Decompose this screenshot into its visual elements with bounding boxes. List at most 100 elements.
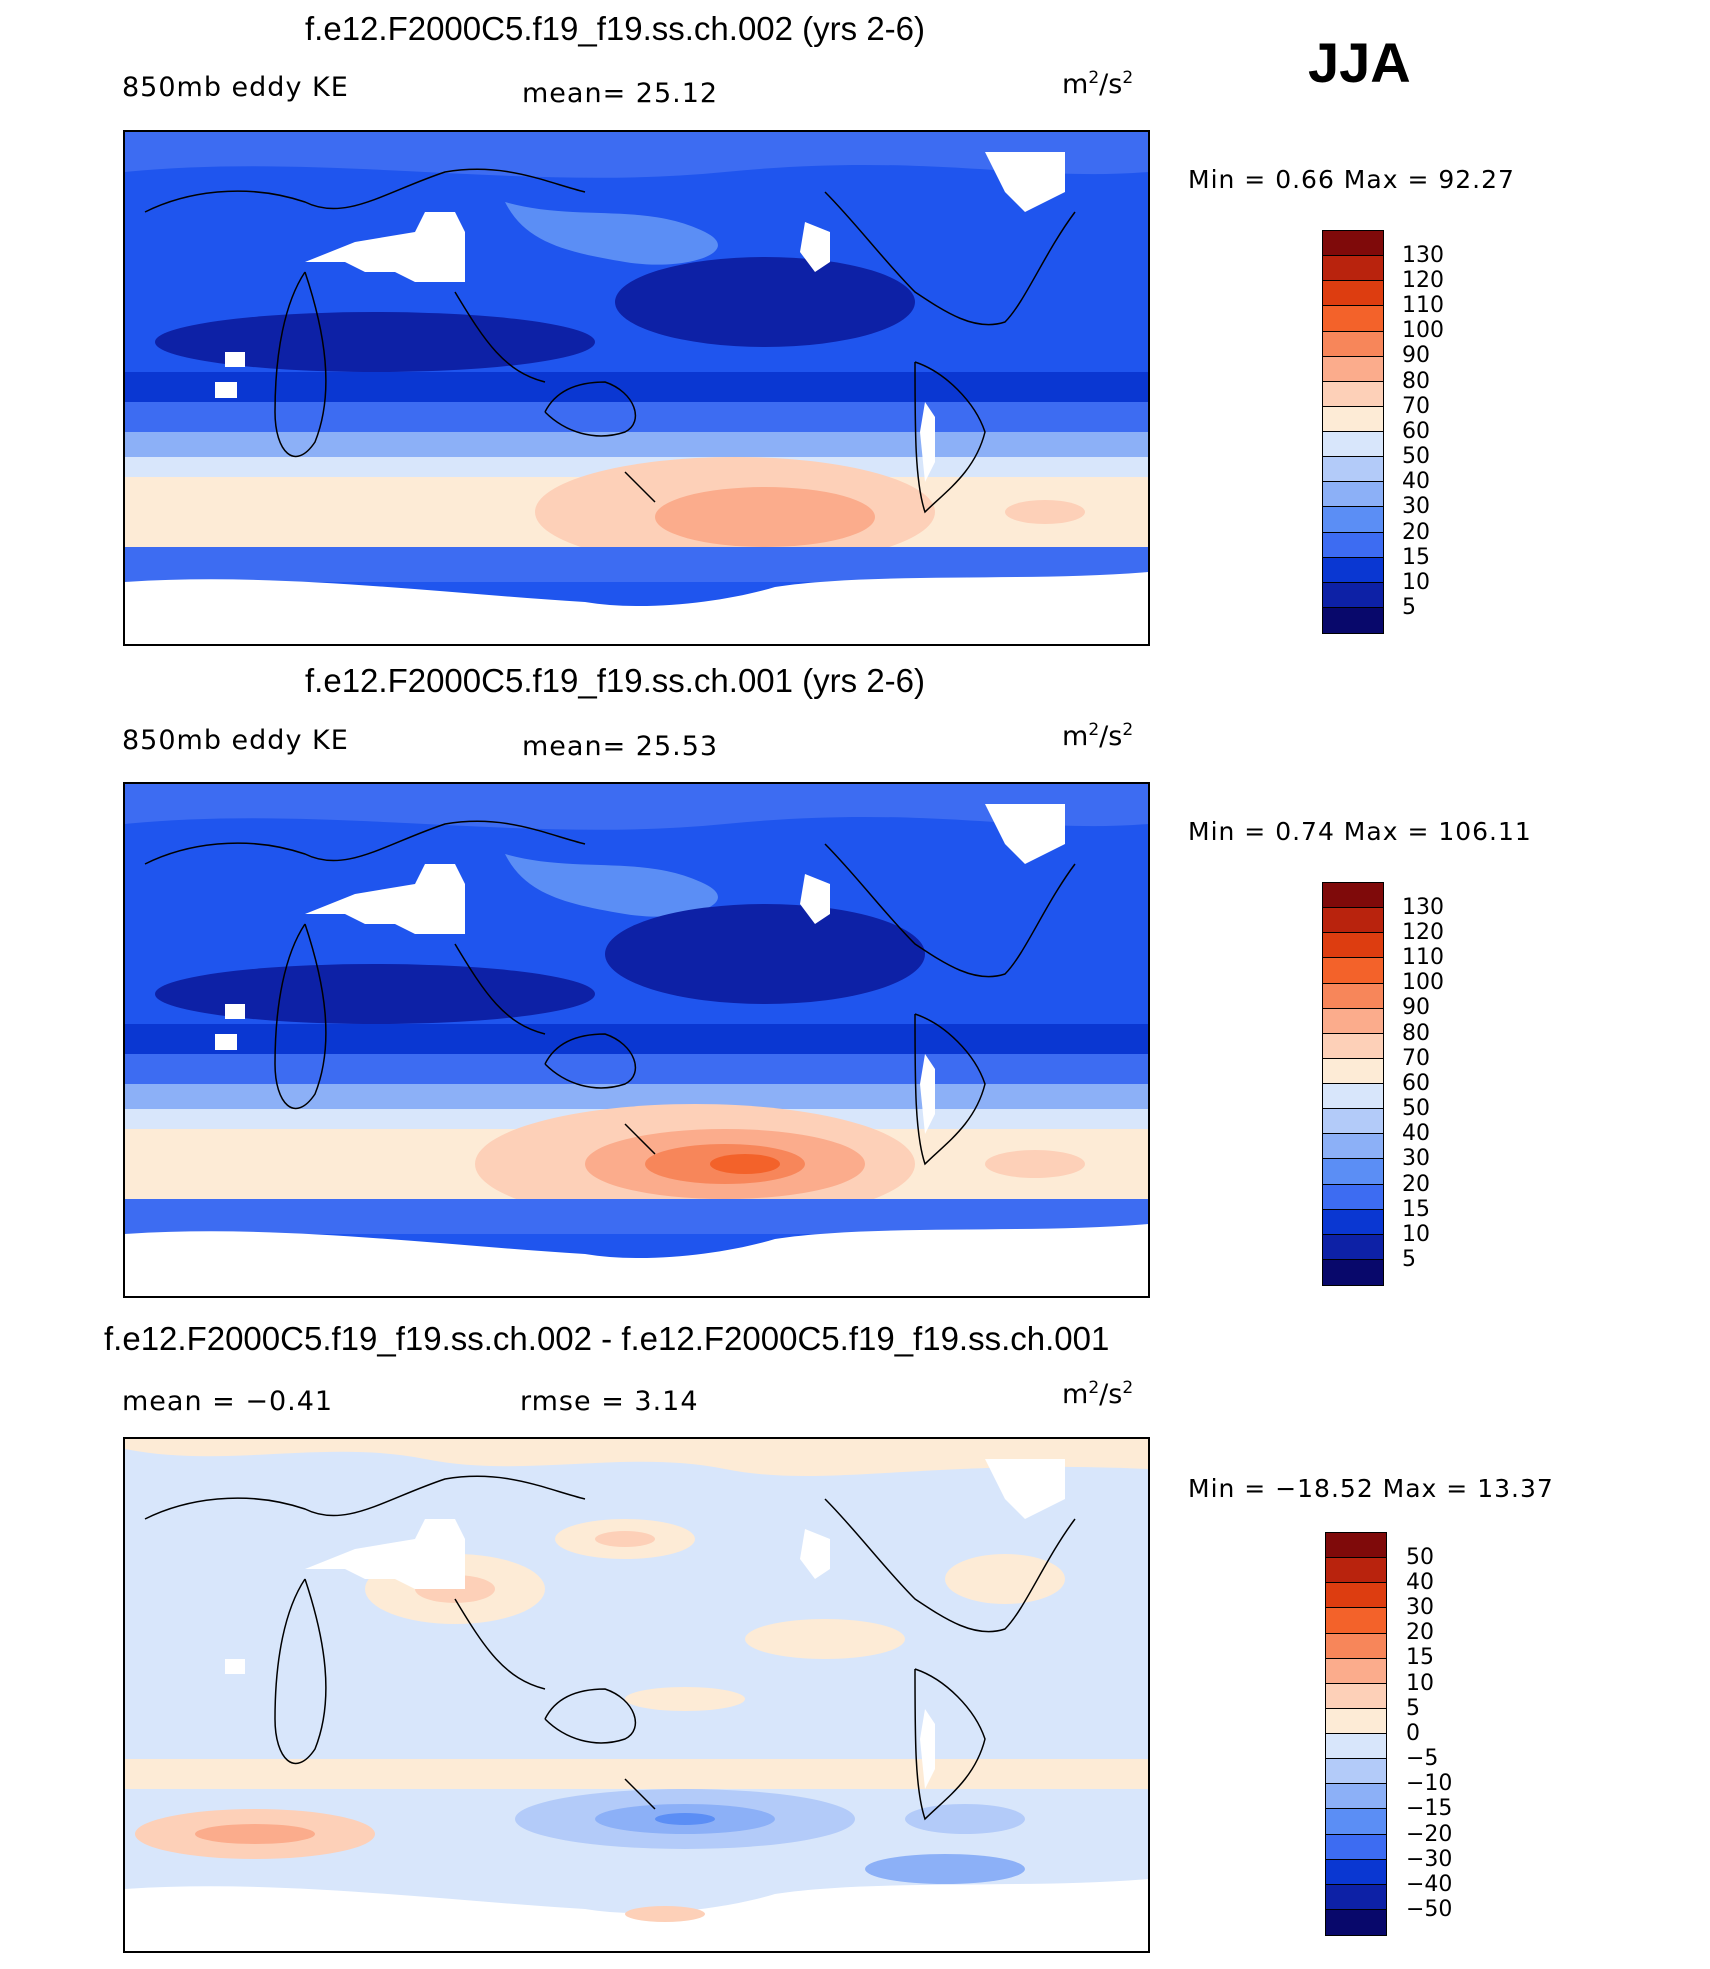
panel-3-colorbar-bin bbox=[1326, 1608, 1386, 1634]
panel-2-sahara-mask bbox=[305, 864, 465, 934]
panel-1-mean-label: mean= 25.12 bbox=[522, 78, 719, 109]
colorbar-tick: 30 bbox=[1406, 1595, 1434, 1620]
panel-1-colorbar-bin bbox=[1323, 281, 1383, 307]
panel-1-antarctic-edge-band bbox=[125, 547, 1148, 582]
colorbar-tick: 100 bbox=[1402, 970, 1444, 995]
panel-1-map bbox=[123, 130, 1150, 646]
colorbar-tick: −10 bbox=[1406, 1771, 1453, 1796]
colorbar-tick: 15 bbox=[1402, 1197, 1430, 1222]
panel-3-colorbar-bin bbox=[1326, 1834, 1386, 1860]
panel-1-coastlines bbox=[144, 168, 1076, 514]
panel-2-colorbar-bin bbox=[1323, 1209, 1383, 1235]
panel-1-colorbar-bin bbox=[1323, 331, 1383, 357]
panel-3-colorbar-bin bbox=[1326, 1884, 1386, 1910]
panel-2-mean-label: mean= 25.53 bbox=[522, 731, 719, 762]
panel-3-rmse-label: rmse = 3.14 bbox=[520, 1386, 699, 1417]
panel-3-tropical-positive bbox=[625, 1687, 745, 1711]
panel-1-colorbar-bin bbox=[1323, 582, 1383, 608]
colorbar-tick: 90 bbox=[1402, 343, 1430, 368]
colorbar-tick: 120 bbox=[1402, 268, 1444, 293]
panel-2-east-africa-mask-1 bbox=[225, 1004, 245, 1019]
colorbar-tick: 50 bbox=[1406, 1545, 1434, 1570]
panel-1-east-africa-mask-1 bbox=[225, 352, 245, 367]
panel-1-colorbar-bin bbox=[1323, 406, 1383, 432]
panel-1-southern-mid-band bbox=[125, 402, 1148, 432]
panel-3-colorbar bbox=[1325, 1532, 1387, 1936]
colorbar-tick: 15 bbox=[1402, 545, 1430, 570]
panel-3-colorbar-bin bbox=[1326, 1633, 1386, 1659]
panel-3-colorbar-bin bbox=[1326, 1859, 1386, 1885]
colorbar-tick: 20 bbox=[1402, 1172, 1430, 1197]
panel-2-minmax: Min = 0.74 Max = 106.11 bbox=[1188, 817, 1532, 846]
colorbar-tick: 5 bbox=[1402, 595, 1416, 620]
panel-1-south-atlantic-max bbox=[1005, 500, 1085, 524]
panel-1-rockies-mask bbox=[800, 222, 830, 272]
panel-3-coastlines bbox=[144, 1475, 1076, 1821]
panel-3-colorbar-bin bbox=[1326, 1909, 1386, 1935]
panel-2-colorbar-bin bbox=[1323, 958, 1383, 984]
panel-1-east-africa-mask-2 bbox=[215, 382, 237, 398]
panel-3-east-africa-mask bbox=[225, 1659, 245, 1674]
panel-2-greenland-mask bbox=[985, 804, 1065, 864]
panel-2-colorbar-bin bbox=[1323, 1008, 1383, 1034]
panel-2-east-africa-mask-2 bbox=[215, 1034, 237, 1050]
colorbar-tick: 120 bbox=[1402, 920, 1444, 945]
panel-2-colorbar-bin bbox=[1323, 1084, 1383, 1110]
colorbar-tick: 50 bbox=[1402, 444, 1430, 469]
panel-1-tropical-indian-band bbox=[155, 312, 595, 372]
panel-1-sahara-mask bbox=[305, 212, 465, 282]
panel-1-variable-label: 850mb eddy KE bbox=[122, 72, 349, 103]
colorbar-tick: 20 bbox=[1402, 520, 1430, 545]
panel-1-colorbar-bin bbox=[1323, 432, 1383, 458]
panel-3-greenland-mask bbox=[985, 1459, 1065, 1519]
panel-1-greenland-mask bbox=[985, 152, 1065, 212]
panel-3-northern-positive-band bbox=[125, 1439, 1148, 1477]
colorbar-tick: 15 bbox=[1406, 1645, 1434, 1670]
panel-3-colorbar-bin bbox=[1326, 1533, 1386, 1559]
panel-2-andes-mask bbox=[920, 1054, 935, 1134]
panel-1-units: m2/s2 bbox=[1062, 68, 1134, 100]
colorbar-tick: 130 bbox=[1402, 895, 1444, 920]
colorbar-tick: −15 bbox=[1406, 1796, 1453, 1821]
panel-3-map bbox=[123, 1437, 1150, 1953]
colorbar-tick: 110 bbox=[1402, 945, 1444, 970]
panel-3-colorbar-bin bbox=[1326, 1809, 1386, 1835]
panel-2-colorbar-bin bbox=[1323, 933, 1383, 959]
panel-1-colorbar-bin bbox=[1323, 231, 1383, 257]
panel-1-map-field bbox=[125, 132, 1148, 644]
panel-1-colorbar-bin bbox=[1323, 557, 1383, 583]
colorbar-tick: 10 bbox=[1402, 570, 1430, 595]
panel-2-tropical-indian-band bbox=[155, 964, 595, 1024]
panel-1-andes-mask bbox=[920, 402, 935, 482]
panel-2-tropical-band bbox=[125, 1024, 1148, 1054]
panel-1-title: f.e12.F2000C5.f19_f19.ss.ch.002 (yrs 2-6… bbox=[305, 10, 926, 47]
panel-2-colorbar-bin bbox=[1323, 1109, 1383, 1135]
panel-2-colorbar-bin bbox=[1323, 1184, 1383, 1210]
panel-3-colorbar-bin bbox=[1326, 1558, 1386, 1584]
panel-2-north-pacific-band bbox=[505, 854, 718, 917]
panel-1-colorbar-bin bbox=[1323, 532, 1383, 558]
panel-2-units: m2/s2 bbox=[1062, 720, 1134, 752]
panel-2-coastlines bbox=[144, 820, 1076, 1166]
panel-2-map-field bbox=[125, 784, 1148, 1296]
panel-3-southern-positive-band bbox=[125, 1759, 1148, 1789]
panel-3-north-atlantic-positive bbox=[945, 1554, 1065, 1604]
panel-1-colorbar-bin bbox=[1323, 607, 1383, 633]
panel-3-title: f.e12.F2000C5.f19_f19.ss.ch.002 - f.e12.… bbox=[104, 1320, 1110, 1357]
colorbar-tick: 10 bbox=[1402, 1222, 1430, 1247]
panel-1-south-pacific-max-inner bbox=[655, 487, 875, 547]
colorbar-tick: 5 bbox=[1402, 1247, 1416, 1272]
colorbar-tick: 60 bbox=[1402, 1071, 1430, 1096]
panel-3-colorbar-bin bbox=[1326, 1583, 1386, 1609]
panel-2-colorbar-bin bbox=[1323, 883, 1383, 909]
colorbar-tick: 50 bbox=[1402, 1096, 1430, 1121]
panel-3-north-pacific-positive-core bbox=[595, 1531, 655, 1547]
panel-1-tropical-band bbox=[125, 372, 1148, 402]
panel-1-central-pacific-minimum bbox=[615, 257, 915, 347]
panel-1-colorbar bbox=[1322, 230, 1384, 634]
colorbar-tick: −30 bbox=[1406, 1847, 1453, 1872]
panel-2-map bbox=[123, 782, 1150, 1298]
panel-2-colorbar-bin bbox=[1323, 1058, 1383, 1084]
colorbar-tick: 90 bbox=[1402, 995, 1430, 1020]
panel-2-colorbar-bin bbox=[1323, 1033, 1383, 1059]
